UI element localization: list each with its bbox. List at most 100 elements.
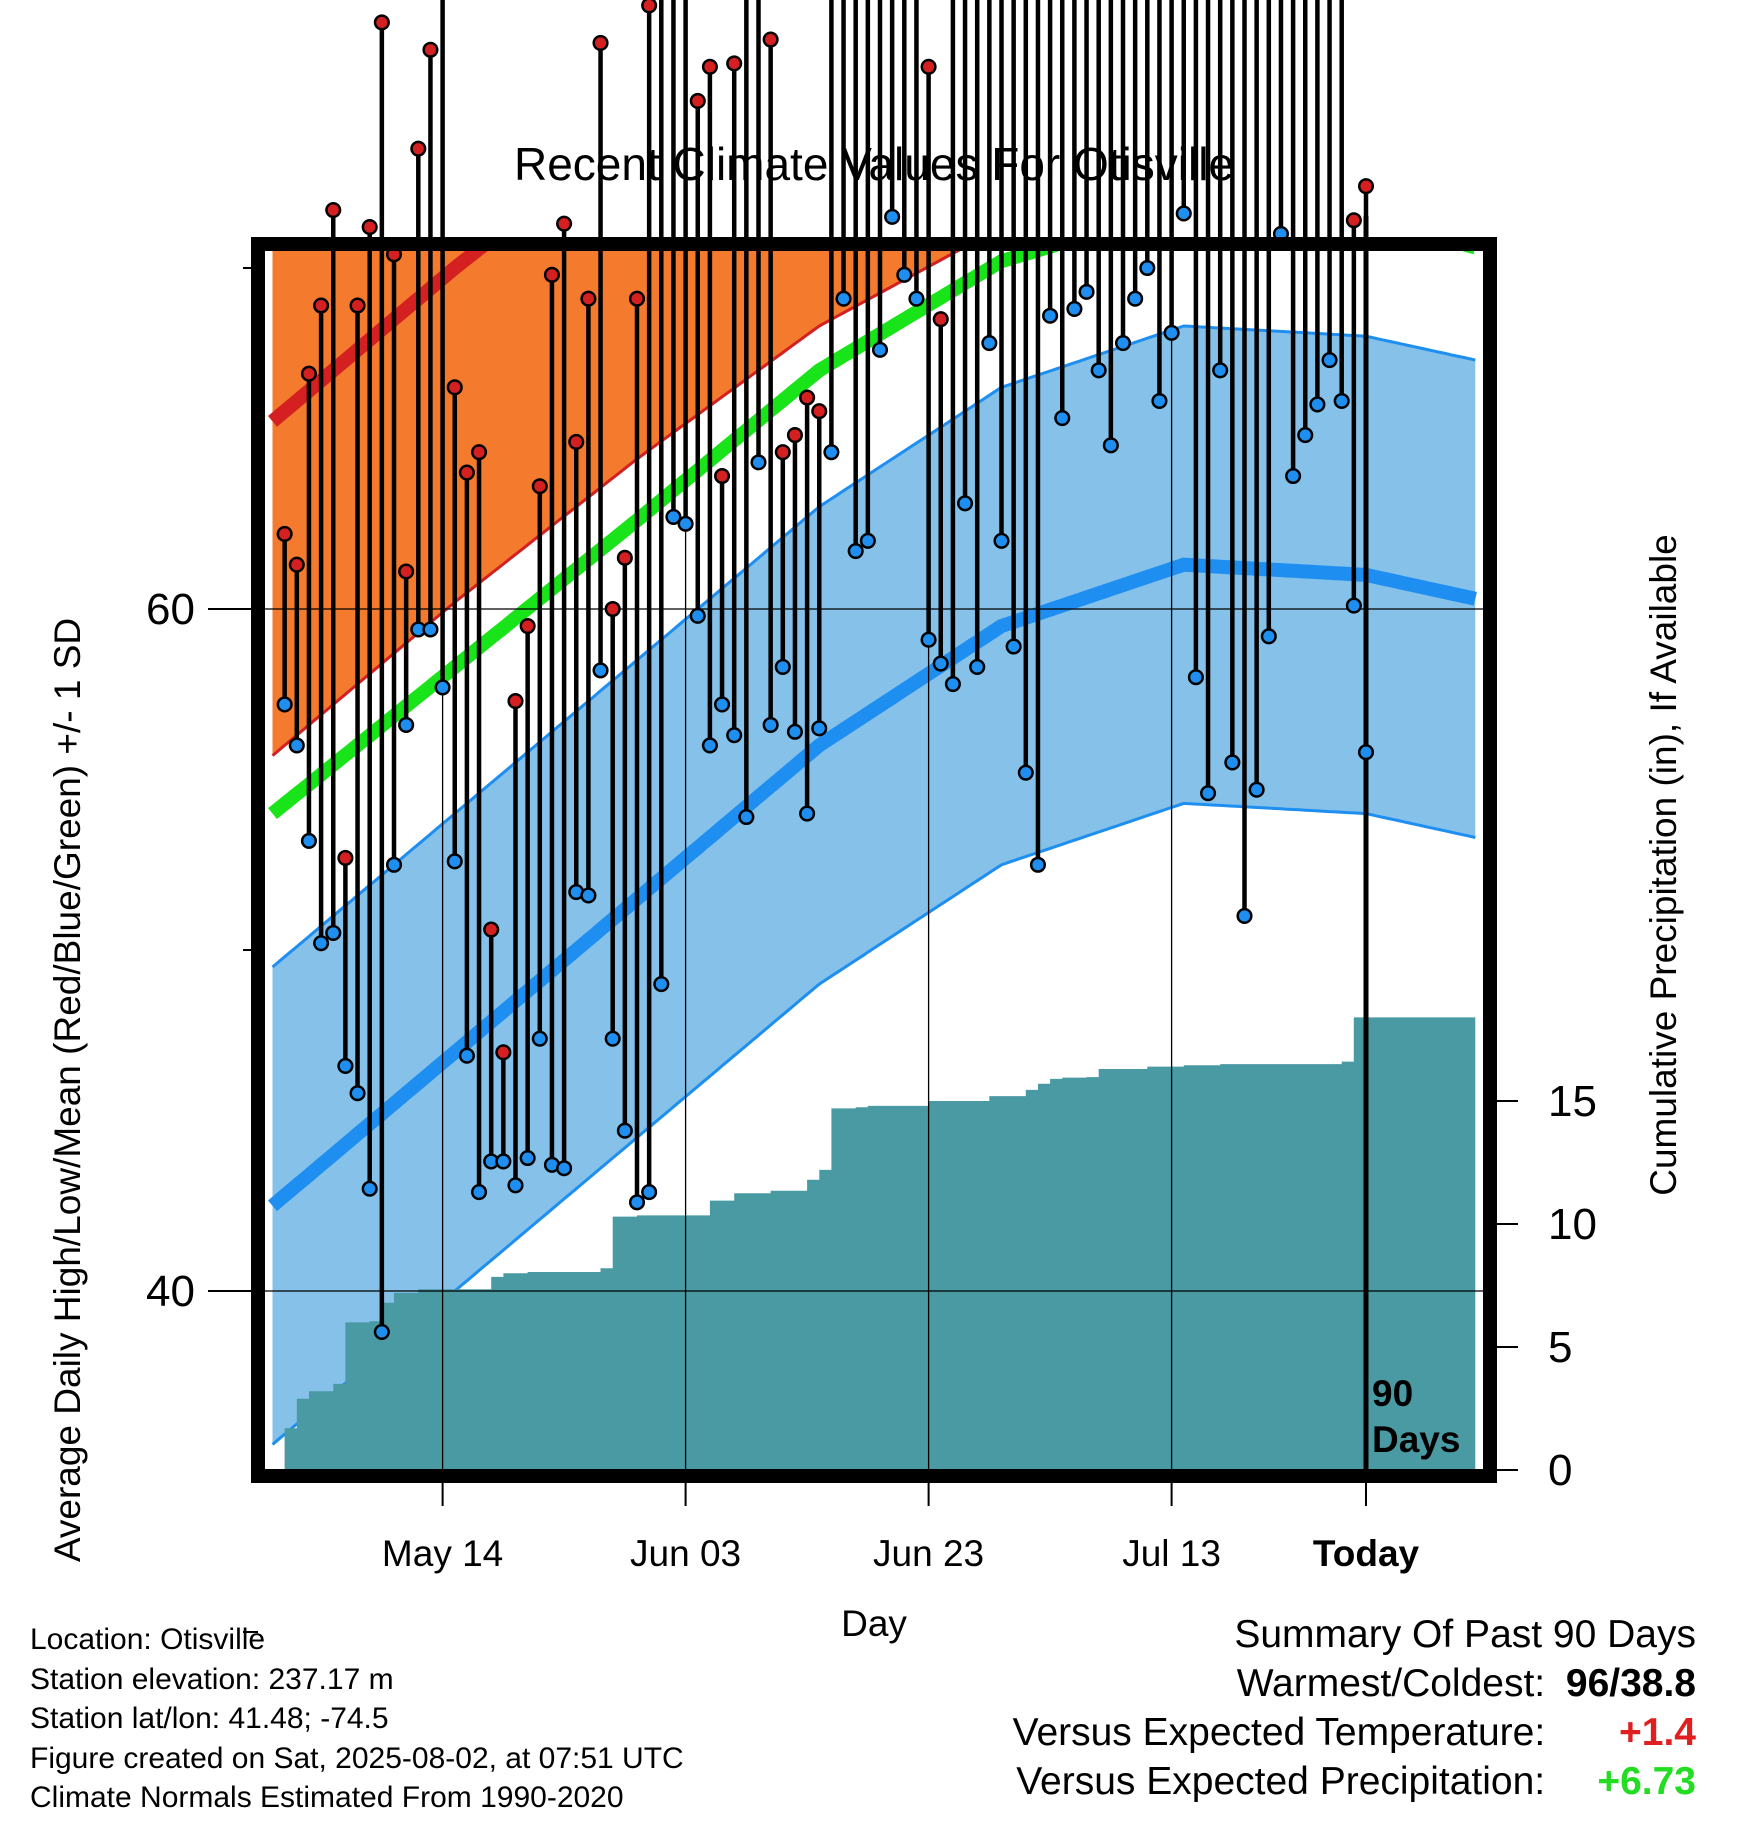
daily-high-point — [628, 290, 646, 307]
daily-low-point — [786, 723, 804, 740]
daily-low-point — [1066, 300, 1083, 317]
daily-low-point — [1236, 907, 1253, 924]
daily-low-point — [471, 1184, 488, 1201]
cumulative-precip-area — [272, 1017, 1476, 1470]
daily-low-point — [288, 737, 305, 754]
daily-high-point — [799, 389, 816, 406]
daily-high-point — [580, 290, 597, 307]
normal-mean-line — [268, 246, 1476, 820]
daily-high-point — [276, 525, 293, 543]
daily-low-point — [434, 679, 451, 696]
daily-high-point — [592, 34, 609, 51]
daily-low-point — [738, 808, 755, 826]
y2-tick-label: 5 — [1548, 1323, 1572, 1372]
daily-low-point — [373, 1323, 390, 1340]
daily-low-point — [726, 727, 743, 744]
daily-high-point — [373, 14, 390, 31]
daily-low-point — [1224, 754, 1241, 771]
daily-low-point — [871, 341, 889, 358]
daily-high-point — [568, 433, 585, 450]
daily-low-point — [981, 334, 998, 352]
precip-area-group — [272, 1017, 1476, 1470]
daily-range-stems — [282, 0, 1369, 1332]
daily-low-point — [458, 1047, 475, 1064]
daily-high-point — [920, 58, 937, 75]
daily-high-point — [701, 58, 718, 75]
daily-high-point — [410, 140, 427, 157]
daily-low-point — [1333, 392, 1350, 410]
summary-title: Summary Of Past 90 Days — [1234, 1613, 1696, 1656]
daily-high-point — [361, 219, 378, 236]
daily-low-point — [1200, 785, 1217, 802]
y2-tick-label: 15 — [1548, 1077, 1597, 1126]
daily-low-point — [1309, 396, 1326, 413]
elevation-text: Station elevation: 237.17 m — [30, 1662, 394, 1696]
daily-low-point — [993, 532, 1010, 549]
plot-frame — [251, 237, 1497, 1483]
daily-low-point — [774, 658, 791, 676]
daily-low-point — [519, 1149, 536, 1167]
daily-low-point — [653, 976, 670, 993]
x-tick-label: Today — [1313, 1533, 1420, 1574]
daily-low-point — [908, 290, 925, 307]
daily-high-point — [458, 464, 475, 481]
daily-low-point — [847, 542, 864, 560]
daily-low-point — [556, 1160, 573, 1177]
daily-low-point — [750, 454, 767, 471]
daily-low-point — [884, 208, 901, 225]
daily-low-point — [957, 495, 974, 512]
daily-high-point — [811, 403, 828, 420]
daily-low-point — [689, 607, 706, 624]
daily-high-point — [531, 478, 548, 495]
daily-low-point — [1357, 744, 1375, 761]
daily-low-point — [714, 696, 731, 713]
daily-low-point — [1212, 362, 1229, 379]
daily-low-point — [531, 1030, 548, 1047]
x-tick-label: Jul 13 — [1122, 1533, 1221, 1574]
daily-high-point — [483, 921, 500, 938]
daily-high-point — [325, 201, 342, 219]
daily-low-point — [325, 924, 342, 942]
daily-high-point — [300, 365, 318, 382]
daily-high-point — [543, 266, 561, 283]
low-sd-band — [272, 326, 1476, 1445]
daily-low-point — [1151, 392, 1168, 410]
daily-low-point — [1187, 669, 1204, 686]
created-text: Figure created on Sat, 2025-08-02, at 07… — [30, 1741, 684, 1775]
daily-low-point — [1260, 628, 1277, 645]
daily-high-point — [313, 297, 330, 314]
daily-high-point — [471, 444, 488, 461]
daily-low-point — [799, 805, 816, 822]
high-sd-band — [272, 246, 967, 756]
daily-high-point — [641, 0, 658, 14]
daily-high-point — [932, 311, 949, 328]
daily-high-point — [349, 297, 366, 314]
daily-low-point — [823, 444, 840, 461]
daily-high-point — [762, 31, 779, 48]
daily-high-point — [726, 55, 743, 72]
low-band-upper-edge — [271, 324, 1476, 969]
daily-high-point — [519, 618, 536, 635]
normal-low-line — [268, 557, 1477, 1212]
y2-tick-label: 0 — [1548, 1446, 1572, 1495]
precip-anomaly-label: Versus Expected Precipitation: — [1016, 1760, 1546, 1803]
temp-anomaly-label: Versus Expected Temperature: — [1012, 1711, 1546, 1754]
location-text: Location: Otisville — [30, 1623, 266, 1656]
daily-low-point — [628, 1194, 646, 1211]
daily-low-point — [361, 1180, 378, 1197]
daily-low-point — [422, 621, 439, 638]
daily-low-point — [969, 658, 986, 676]
station-info: Location: Otisville Station elevation: 2… — [30, 1620, 684, 1818]
daily-high-point — [786, 427, 804, 444]
daily-low-point — [1139, 259, 1156, 277]
daily-low-point — [859, 532, 876, 549]
chart-title: Recent Climate Values For Otisville — [514, 138, 1234, 190]
y2-axis-label: Cumulative Precipitation (in), If Availa… — [1643, 534, 1684, 1196]
daily-low-point — [1090, 362, 1107, 379]
daily-low-point — [1285, 467, 1302, 485]
daily-high-point — [616, 549, 633, 566]
temp-anomaly-value: +1.4 — [1619, 1711, 1696, 1754]
daily-high-point — [507, 693, 524, 710]
daily-low-point — [1127, 290, 1144, 307]
summary-panel: Summary Of Past 90 Days Warmest/Coldest:… — [1013, 1610, 1696, 1806]
